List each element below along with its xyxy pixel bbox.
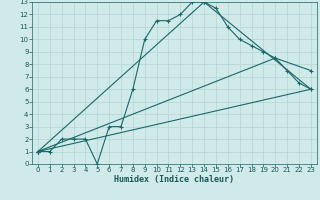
X-axis label: Humidex (Indice chaleur): Humidex (Indice chaleur) — [115, 175, 234, 184]
